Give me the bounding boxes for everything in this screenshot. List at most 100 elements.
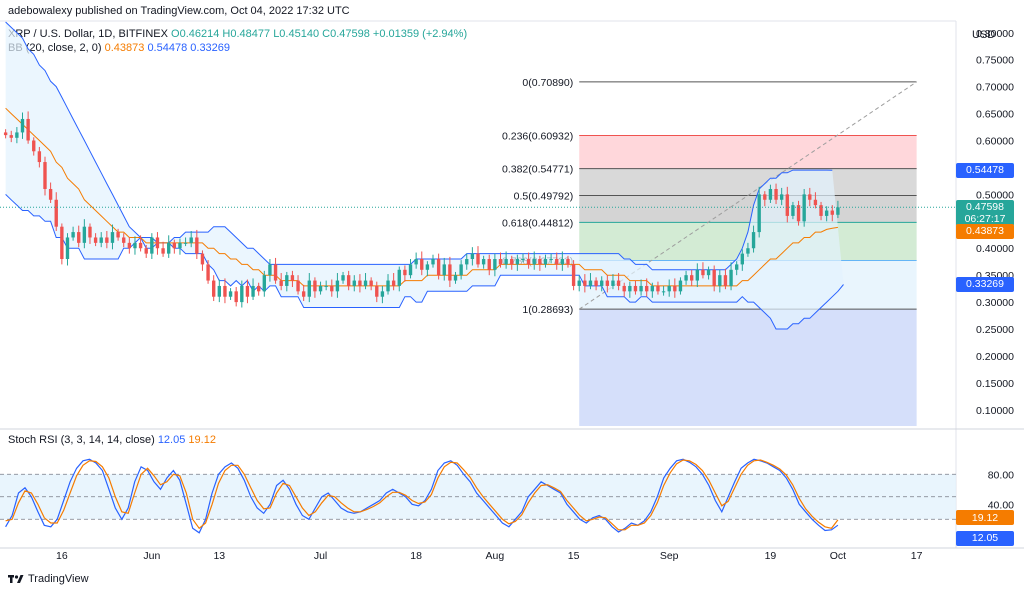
candle-body [335, 280, 340, 292]
time-axis-tick: 19 [765, 550, 777, 562]
fib-level-label: 0.236(0.60932) [502, 130, 573, 142]
time-axis-tick: Aug [486, 550, 505, 562]
time-axis-tick: Jun [143, 550, 160, 562]
fib-level-label: 0.618(0.44812) [502, 217, 573, 229]
candle-body [566, 259, 570, 265]
rsi-legend: Stoch RSI (3, 3, 14, 14, close) 12.05 19… [8, 434, 216, 446]
candle-body [150, 237, 154, 254]
candle-body [32, 140, 36, 152]
rsi-label[interactable]: Stoch RSI (3, 3, 14, 14, close) [8, 434, 155, 446]
fib-level-label: 0(0.70890) [522, 77, 573, 89]
candle-body [436, 259, 441, 276]
candle-body [296, 280, 300, 292]
candle-body [836, 207, 840, 215]
candle-body [425, 264, 430, 270]
price-axis-tick: 0.65000 [976, 109, 1014, 121]
candle-body [138, 242, 143, 249]
candle-body [82, 226, 87, 243]
candle-body [465, 259, 469, 265]
candle-body [290, 275, 295, 281]
candle-body [178, 242, 182, 249]
candle-body [571, 264, 576, 286]
candle-body [391, 280, 396, 286]
fib-zone-0 [579, 81, 917, 136]
candle-body [301, 291, 306, 297]
candle-body [358, 280, 362, 286]
candle-body [65, 237, 70, 260]
last-price-value: 0.47598 [966, 201, 1004, 214]
candle-body [318, 285, 323, 292]
currency-label: USD [972, 29, 996, 41]
candle-body [785, 194, 789, 216]
candle-body [650, 285, 655, 292]
candle-body [763, 194, 767, 200]
bb-upper-line [5, 21, 833, 271]
last-price-tag: 0.47598 06:27:17 [956, 200, 1014, 227]
low-value: L0.45140 [273, 28, 320, 40]
candle-body [470, 253, 475, 260]
candle-body [273, 264, 278, 281]
candle-body [633, 285, 638, 292]
tradingview-logo[interactable]: TradingView [8, 573, 89, 585]
tradingview-icon [8, 575, 24, 583]
candle-body [77, 232, 81, 243]
candle-body [256, 285, 261, 292]
candle-body [526, 259, 531, 265]
symbol-label[interactable]: XRP / U.S. Dollar, 1D, BITFINEX [8, 28, 168, 40]
candle-body [408, 264, 413, 276]
price-legend: XRP / U.S. Dollar, 1D, BITFINEX O0.46214… [8, 28, 467, 40]
rsi-d-tag: 19.12 [956, 510, 1014, 526]
candle-body [3, 132, 8, 136]
candle-body [588, 280, 593, 286]
candle-body [228, 291, 233, 297]
fib-level-label: 0.382(0.54771) [502, 164, 573, 176]
candle-body [718, 275, 722, 286]
candle-body [453, 275, 458, 281]
candle-body [375, 285, 379, 297]
candle-body [212, 280, 216, 297]
candle-body [521, 259, 525, 261]
candle-body [431, 259, 435, 265]
candle-body [183, 242, 188, 244]
candle-body [734, 264, 739, 270]
candle-body [808, 194, 812, 200]
candle-body [774, 188, 778, 200]
candle-body [330, 285, 334, 292]
fib-zone-0.5 [579, 195, 917, 223]
candle-body [341, 275, 345, 281]
bb-basis-price-tag: 0.43873 [956, 223, 1014, 239]
candle-body [346, 275, 351, 286]
candle-body [26, 118, 30, 141]
bb-label[interactable]: BB (20, close, 2, 0) [8, 42, 102, 54]
candle-body [414, 259, 418, 265]
candle-body [819, 205, 823, 216]
time-axis-tick: 16 [56, 550, 68, 562]
candle-body [448, 264, 452, 281]
bb-legend: BB (20, close, 2, 0) 0.43873 0.54478 0.3… [8, 42, 230, 54]
candle-body [487, 259, 491, 270]
candle-body [161, 248, 165, 254]
candle-body [768, 188, 773, 200]
candle-body [268, 264, 272, 276]
candle-body [37, 151, 42, 163]
candle-body [324, 285, 328, 287]
fib-trend-line [578, 81, 917, 310]
candle-body [667, 285, 671, 292]
candle-body [459, 264, 463, 276]
candle-body [48, 188, 53, 200]
candle-body [622, 285, 626, 292]
fib-level-label: 0.5(0.49792) [514, 190, 574, 202]
brand-name: TradingView [28, 573, 89, 585]
candle-body [403, 269, 407, 276]
price-axis-tick: 0.30000 [976, 297, 1014, 309]
candle-body [532, 259, 536, 265]
candle-body [420, 259, 424, 270]
candle-body [639, 285, 643, 292]
candle-body [543, 259, 548, 265]
bb-basis-line [5, 107, 838, 287]
candle-body [122, 237, 126, 243]
candle-body [594, 280, 598, 286]
candle-body [155, 237, 160, 249]
candle-body [538, 259, 542, 265]
